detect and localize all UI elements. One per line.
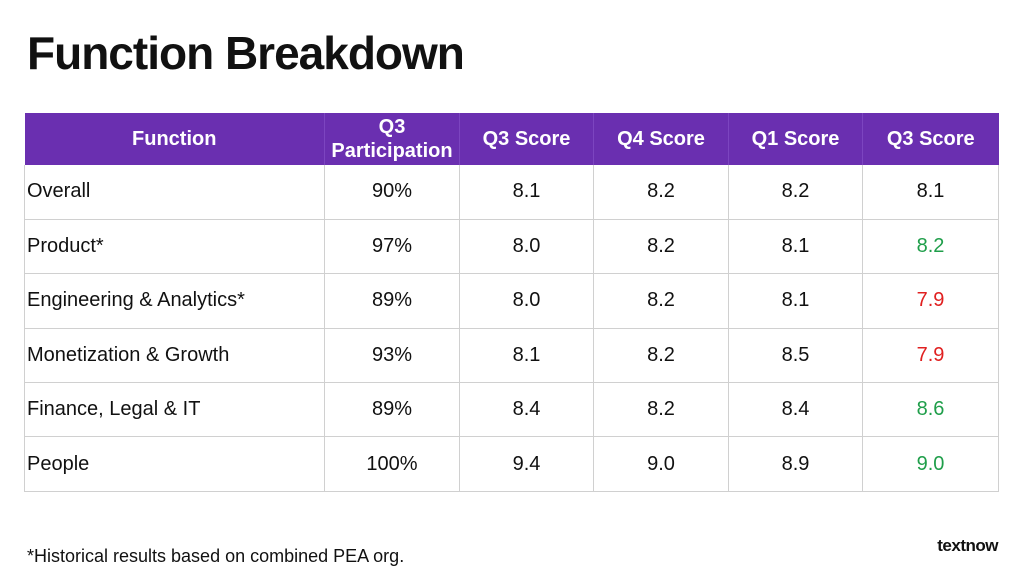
table-cell-q3: 8.1 [459, 328, 594, 384]
table-cell-q4: 8.2 [593, 165, 729, 220]
table-cell-q3: 8.1 [459, 165, 594, 220]
table-cell-q4: 8.2 [593, 382, 729, 438]
table-cell-function: Finance, Legal & IT [24, 382, 325, 438]
table-cell-q1: 8.2 [728, 165, 863, 220]
table-cell-q1: 8.4 [728, 382, 863, 438]
table-cell-q3-current: 8.6 [862, 382, 999, 438]
table-cell-q1: 8.1 [728, 219, 863, 275]
table-cell-q3: 9.4 [459, 436, 594, 492]
table-row: Engineering & Analytics* 89% 8.0 8.2 8.1 7.9 [24, 273, 999, 329]
column-header: Function [24, 113, 325, 165]
column-header: Q3 Score [459, 113, 594, 165]
column-header: Q4 Score [593, 113, 729, 165]
table-cell-q4: 9.0 [593, 436, 729, 492]
table-cell-function: Product* [24, 219, 325, 275]
table-row: People 100% 9.4 9.0 8.9 9.0 [24, 436, 999, 492]
function-breakdown-table: Function Q3 Participation Q3 Score Q4 Sc… [24, 113, 999, 492]
table-cell-q3-current: 7.9 [862, 273, 999, 329]
table-header-row: Function Q3 Participation Q3 Score Q4 Sc… [24, 113, 999, 165]
table-cell-function: People [24, 436, 325, 492]
textnow-logo: textnow [937, 536, 998, 555]
table-cell-participation: 97% [324, 219, 460, 275]
table-cell-function: Overall [24, 165, 325, 220]
table-cell-function: Engineering & Analytics* [24, 273, 325, 329]
column-header: Q3 Score [862, 113, 999, 165]
table-cell-q1: 8.1 [728, 273, 863, 329]
footnote: *Historical results based on combined PE… [27, 546, 405, 566]
table-cell-q4: 8.2 [593, 328, 729, 384]
page-title: Function Breakdown [27, 27, 465, 79]
table-cell-q1: 8.5 [728, 328, 863, 384]
table-cell-q3: 8.4 [459, 382, 594, 438]
table-row: Monetization & Growth 93% 8.1 8.2 8.5 7.9 [24, 328, 999, 384]
table-cell-q3: 8.0 [459, 273, 594, 329]
table-cell-participation: 100% [324, 436, 460, 492]
table-cell-function: Monetization & Growth [24, 328, 325, 384]
column-header: Q3 Participation [324, 113, 460, 165]
table-cell-q3: 8.0 [459, 219, 594, 275]
table-row: Product* 97% 8.0 8.2 8.1 8.2 [24, 219, 999, 275]
table-cell-participation: 89% [324, 382, 460, 438]
table-cell-participation: 93% [324, 328, 460, 384]
table-cell-participation: 90% [324, 165, 460, 220]
table-row: Overall 90% 8.1 8.2 8.2 8.1 [24, 165, 999, 220]
table-cell-q1: 8.9 [728, 436, 863, 492]
table-row: Finance, Legal & IT 89% 8.4 8.2 8.4 8.6 [24, 382, 999, 438]
table-cell-q4: 8.2 [593, 273, 729, 329]
table-cell-q3-current: 8.2 [862, 219, 999, 275]
table-cell-q3-current: 8.1 [862, 165, 999, 220]
table-cell-q4: 8.2 [593, 219, 729, 275]
column-header: Q1 Score [728, 113, 863, 165]
table-cell-q3-current: 9.0 [862, 436, 999, 492]
table-cell-q3-current: 7.9 [862, 328, 999, 384]
table-cell-participation: 89% [324, 273, 460, 329]
